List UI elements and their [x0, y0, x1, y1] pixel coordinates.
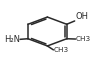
Text: CH3: CH3	[54, 47, 69, 53]
Text: H₂N: H₂N	[4, 35, 20, 44]
Text: CH3: CH3	[76, 36, 91, 42]
Text: OH: OH	[75, 12, 88, 21]
